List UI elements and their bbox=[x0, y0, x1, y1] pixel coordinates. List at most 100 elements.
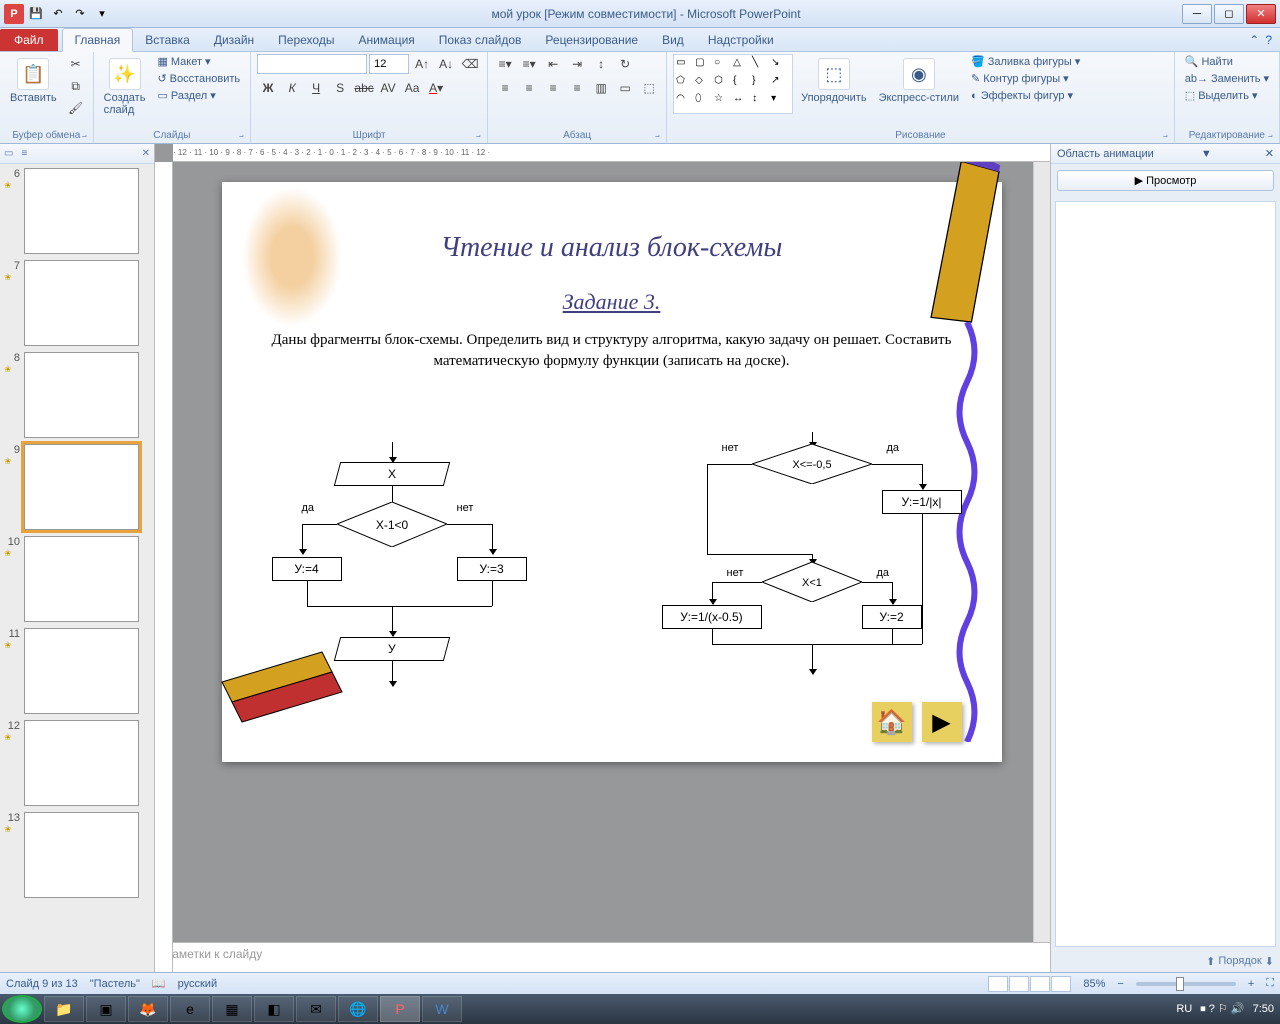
reorder-down-icon[interactable]: ⬇ bbox=[1265, 955, 1274, 968]
copy-icon[interactable]: ⧉ bbox=[65, 76, 87, 96]
start-button[interactable] bbox=[2, 995, 42, 1023]
task-explorer[interactable]: 📁 bbox=[44, 996, 84, 1022]
thumb-7[interactable]: 7✬ bbox=[4, 260, 150, 346]
tab-view[interactable]: Вид bbox=[650, 29, 696, 51]
tab-addins[interactable]: Надстройки bbox=[696, 29, 786, 51]
shrink-font-icon[interactable]: A↓ bbox=[435, 54, 457, 74]
close-button[interactable]: ✕ bbox=[1246, 4, 1276, 24]
align-right-icon[interactable]: ≡ bbox=[542, 78, 564, 98]
shape-outline-button[interactable]: ✎ Контур фигуры ▾ bbox=[967, 71, 1084, 86]
spacing-icon[interactable]: AV bbox=[377, 78, 399, 98]
task-player[interactable]: ▣ bbox=[86, 996, 126, 1022]
case-icon[interactable]: Aa bbox=[401, 78, 423, 98]
thumbs-list[interactable]: 6✬ 7✬ 8✬ 9✬ 10✬ 11✬ 12✬ 13✬ bbox=[0, 164, 154, 972]
task-app3[interactable]: ✉ bbox=[296, 996, 336, 1022]
tray-lang[interactable]: RU bbox=[1176, 1003, 1192, 1015]
notes-pane[interactable]: Заметки к слайду bbox=[155, 942, 1050, 972]
task-firefox[interactable]: 🦊 bbox=[128, 996, 168, 1022]
shadow-icon[interactable]: S bbox=[329, 78, 351, 98]
bullets-icon[interactable]: ≡▾ bbox=[494, 54, 516, 74]
tab-review[interactable]: Рецензирование bbox=[533, 29, 650, 51]
thumb-12[interactable]: 12✬ bbox=[4, 720, 150, 806]
tab-insert[interactable]: Вставка bbox=[133, 29, 202, 51]
thumb-8[interactable]: 8✬ bbox=[4, 352, 150, 438]
reading-view-icon[interactable] bbox=[1030, 976, 1050, 992]
home-nav-button[interactable]: 🏠 bbox=[872, 702, 912, 742]
font-size-input[interactable] bbox=[369, 54, 409, 74]
font-name-input[interactable] bbox=[257, 54, 367, 74]
zoom-slider[interactable] bbox=[1136, 982, 1236, 986]
reset-button[interactable]: ↺ Восстановить bbox=[153, 71, 244, 86]
section-button[interactable]: ▭ Раздел ▾ bbox=[153, 88, 244, 103]
slide-canvas-area[interactable]: Чтение и анализ блок-схемы Задание 3. Да… bbox=[155, 162, 1050, 942]
smartart-icon[interactable]: ⬚ bbox=[638, 78, 660, 98]
justify-icon[interactable]: ≡ bbox=[566, 78, 588, 98]
tab-animation[interactable]: Анимация bbox=[346, 29, 426, 51]
thumbs-close-icon[interactable]: ✕ bbox=[142, 148, 150, 159]
slideshow-view-icon[interactable] bbox=[1051, 976, 1071, 992]
next-nav-button[interactable]: ▶ bbox=[922, 702, 962, 742]
thumb-9[interactable]: 9✬ bbox=[4, 444, 150, 530]
undo-icon[interactable]: ↶ bbox=[48, 4, 68, 24]
file-tab[interactable]: Файл bbox=[0, 29, 58, 51]
replace-button[interactable]: ab→ Заменить ▾ bbox=[1181, 71, 1273, 86]
numbering-icon[interactable]: ≡▾ bbox=[518, 54, 540, 74]
thumb-11[interactable]: 11✬ bbox=[4, 628, 150, 714]
tab-design[interactable]: Дизайн bbox=[202, 29, 266, 51]
columns-icon[interactable]: ▥ bbox=[590, 78, 612, 98]
save-icon[interactable]: 💾 bbox=[26, 4, 46, 24]
task-app4[interactable]: 🌐 bbox=[338, 996, 378, 1022]
reorder-up-icon[interactable]: ⬆ bbox=[1206, 955, 1215, 968]
zoom-value[interactable]: 85% bbox=[1083, 978, 1105, 990]
thumb-6[interactable]: 6✬ bbox=[4, 168, 150, 254]
indent-dec-icon[interactable]: ⇤ bbox=[542, 54, 564, 74]
italic-icon[interactable]: К bbox=[281, 78, 303, 98]
paste-button[interactable]: 📋 Вставить bbox=[6, 54, 61, 108]
redo-icon[interactable]: ↷ bbox=[70, 4, 90, 24]
tab-slideshow[interactable]: Показ слайдов bbox=[427, 29, 534, 51]
layout-button[interactable]: ▦ Макет ▾ bbox=[153, 54, 244, 69]
quick-styles-button[interactable]: ◉ Экспресс-стили bbox=[875, 54, 963, 108]
task-powerpoint[interactable]: P bbox=[380, 996, 420, 1022]
clear-format-icon[interactable]: ⌫ bbox=[459, 54, 481, 74]
font-color-icon[interactable]: A▾ bbox=[425, 78, 447, 98]
tab-transitions[interactable]: Переходы bbox=[266, 29, 346, 51]
select-button[interactable]: ⬚ Выделить ▾ bbox=[1181, 88, 1273, 103]
anim-play-button[interactable]: ▶ Просмотр bbox=[1057, 170, 1274, 191]
thumb-13[interactable]: 13✬ bbox=[4, 812, 150, 898]
align-left-icon[interactable]: ≡ bbox=[494, 78, 516, 98]
anim-list[interactable] bbox=[1055, 201, 1276, 947]
minimize-ribbon-icon[interactable]: ⌃ bbox=[1249, 33, 1259, 47]
slide[interactable]: Чтение и анализ блок-схемы Задание 3. Да… bbox=[222, 182, 1002, 762]
task-app2[interactable]: ◧ bbox=[254, 996, 294, 1022]
tab-slides-icon[interactable]: ▭ bbox=[4, 148, 13, 159]
line-spacing-icon[interactable]: ↕ bbox=[590, 54, 612, 74]
grow-font-icon[interactable]: A↑ bbox=[411, 54, 433, 74]
shapes-gallery[interactable]: ▭▢○△╲↘ ⬠◇⬡{}↗ ◠⬯☆↔↕▾ bbox=[673, 54, 793, 114]
bold-icon[interactable]: Ж bbox=[257, 78, 279, 98]
strike-icon[interactable]: abc bbox=[353, 78, 375, 98]
editor-vscroll[interactable] bbox=[1033, 162, 1050, 942]
sorter-view-icon[interactable] bbox=[1009, 976, 1029, 992]
arrange-button[interactable]: ⬚ Упорядочить bbox=[797, 54, 870, 108]
underline-icon[interactable]: Ч bbox=[305, 78, 327, 98]
shape-fill-button[interactable]: 🪣 Заливка фигуры ▾ bbox=[967, 54, 1084, 69]
align-center-icon[interactable]: ≡ bbox=[518, 78, 540, 98]
thumb-10[interactable]: 10✬ bbox=[4, 536, 150, 622]
new-slide-button[interactable]: ✨ Создать слайд bbox=[100, 54, 150, 120]
normal-view-icon[interactable] bbox=[988, 976, 1008, 992]
find-button[interactable]: 🔍 Найти bbox=[1181, 54, 1273, 69]
text-direction-icon[interactable]: ↻ bbox=[614, 54, 636, 74]
spellcheck-icon[interactable]: 📖 bbox=[152, 977, 166, 990]
maximize-button[interactable]: ◻ bbox=[1214, 4, 1244, 24]
tray-icons[interactable]: ⏹ ? ⚐ 🔊 bbox=[1200, 1002, 1244, 1016]
shape-effects-button[interactable]: ◐ Эффекты фигур ▾ bbox=[967, 88, 1084, 103]
tab-outline-icon[interactable]: ≡ bbox=[21, 148, 27, 159]
task-word[interactable]: W bbox=[422, 996, 462, 1022]
cut-icon[interactable]: ✂ bbox=[65, 54, 87, 74]
help-icon[interactable]: ? bbox=[1265, 33, 1272, 47]
tab-home[interactable]: Главная bbox=[62, 28, 134, 52]
fit-slide-icon[interactable]: ⛶ bbox=[1266, 977, 1274, 990]
zoom-in-icon[interactable]: + bbox=[1248, 978, 1254, 990]
task-ie[interactable]: e bbox=[170, 996, 210, 1022]
